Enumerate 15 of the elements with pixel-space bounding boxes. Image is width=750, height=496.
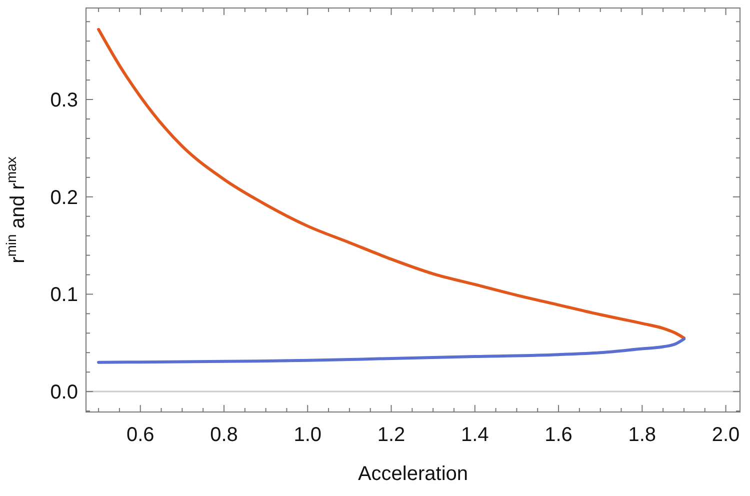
x-tick-label: 0.6	[126, 424, 154, 446]
x-axis-title: Acceleration	[358, 463, 468, 485]
x-tick-label: 0.8	[210, 424, 238, 446]
y-tick-label: 0.0	[50, 382, 78, 404]
x-tick-label: 1.6	[544, 424, 572, 446]
line-series	[97, 28, 686, 340]
x-tick-label: 1.2	[377, 424, 406, 446]
x-tick-label: 1.8	[628, 424, 656, 446]
x-tick-label: 1.0	[294, 424, 322, 446]
x-tick-label: 2.0	[712, 424, 740, 446]
y-tick-label: 0.3	[50, 90, 78, 112]
y-tick-label: 0.2	[50, 186, 78, 209]
line-series	[97, 337, 686, 364]
x-tick-label: 1.4	[460, 424, 489, 446]
y-tick-label: 0.1	[50, 284, 78, 306]
